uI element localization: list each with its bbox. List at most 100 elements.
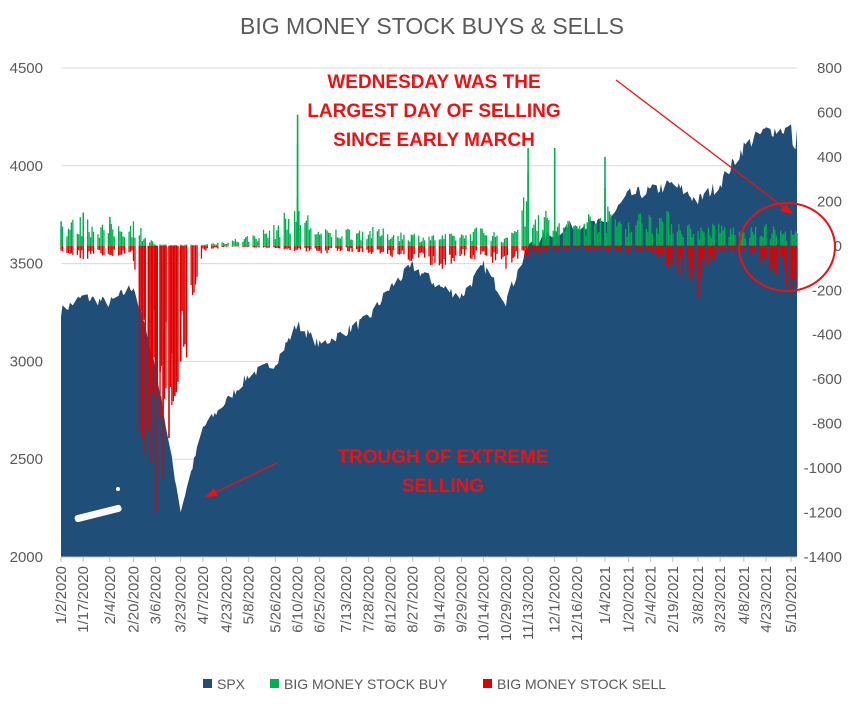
sell-bar	[350, 246, 351, 249]
buy-bar	[569, 222, 570, 246]
buy-bar	[139, 235, 140, 246]
sell-bar	[505, 246, 506, 269]
sell-bar	[464, 246, 465, 256]
sell-bar	[690, 246, 691, 280]
buy-bar	[587, 222, 588, 246]
buy-bar	[399, 241, 400, 246]
sell-bar	[162, 246, 164, 479]
sell-bar	[666, 246, 667, 265]
sell-bar	[573, 246, 574, 247]
legend-swatch	[203, 679, 212, 688]
buy-bar	[80, 217, 81, 246]
sell-bar	[790, 246, 792, 293]
buy-bar	[699, 240, 700, 246]
sell-bar	[204, 246, 205, 250]
buy-bar	[69, 230, 70, 246]
sell-bar	[522, 246, 523, 251]
sell-bar	[785, 246, 786, 271]
buy-bar	[796, 233, 797, 246]
sell-bar	[420, 246, 421, 253]
buy-bar	[590, 217, 591, 246]
buy-bar	[380, 236, 381, 246]
buy-bar	[476, 228, 477, 246]
sell-bar	[414, 246, 415, 254]
buy-bar	[724, 227, 725, 245]
buy-bar	[176, 245, 177, 246]
buy-bar	[523, 197, 524, 245]
sell-bar	[471, 246, 472, 259]
buy-bar	[638, 214, 639, 246]
buy-bar	[791, 230, 792, 246]
buy-bar	[393, 235, 394, 246]
buy-bar	[785, 232, 786, 246]
sell-bar	[87, 246, 88, 259]
buy-bar	[783, 234, 784, 245]
buy-bar	[202, 245, 203, 246]
buy-bar	[625, 229, 626, 246]
sell-bar	[434, 246, 435, 263]
sell-bar	[151, 246, 153, 463]
buy-bar	[532, 228, 533, 246]
sell-bar	[445, 246, 446, 265]
buy-bar	[213, 243, 214, 245]
buy-bar	[598, 232, 599, 246]
buy-bar	[315, 234, 316, 245]
buy-bar	[165, 245, 166, 246]
sell-bar	[600, 246, 601, 250]
buy-bar	[171, 245, 172, 246]
logo-bar	[12, 480, 27, 530]
buy-bar	[263, 230, 264, 246]
buy-bar	[658, 234, 659, 246]
sell-bar	[502, 246, 503, 257]
x-tick-label: 1/4/2021	[597, 566, 614, 624]
buy-bar	[412, 235, 413, 246]
buy-bar	[356, 234, 357, 246]
sell-bar	[310, 246, 311, 250]
buy-bar	[300, 225, 301, 246]
sell-bar	[90, 246, 91, 254]
buy-bar	[185, 245, 186, 246]
sell-bar	[476, 246, 477, 251]
sell-bar	[587, 246, 588, 250]
buy-bar	[495, 237, 496, 246]
sell-bar	[430, 246, 431, 265]
sell-bar	[109, 246, 110, 255]
buy-bar	[352, 240, 353, 246]
sell-bar	[93, 246, 94, 254]
sell-bar	[224, 246, 225, 247]
sell-bar	[103, 246, 104, 255]
sell-bar	[792, 246, 793, 277]
buy-bar	[619, 221, 620, 246]
sell-bar	[80, 246, 81, 258]
buy-bar	[369, 231, 370, 246]
buy-bar	[89, 232, 90, 246]
left-y-tick-label: 2000	[10, 549, 43, 566]
sell-bar	[264, 246, 265, 247]
buy-bar	[473, 232, 474, 246]
sell-bar	[579, 246, 580, 248]
buy-bar	[325, 229, 326, 246]
buy-bar	[256, 239, 257, 246]
sell-bar	[764, 246, 765, 260]
buy-bar	[557, 227, 558, 246]
buy-bar	[193, 245, 194, 246]
buy-bar	[245, 237, 246, 246]
buy-bar	[397, 236, 398, 246]
buy-bar	[700, 228, 701, 246]
right-y-tick-label: -800	[812, 416, 842, 433]
right-y-axis: 8006004002000-200-400-600-800-1000-1200-…	[804, 60, 842, 566]
buy-bar	[527, 173, 529, 246]
sell-bar	[118, 246, 119, 256]
buy-bar	[423, 238, 424, 246]
sell-bar	[304, 246, 305, 248]
sell-bar	[780, 246, 781, 256]
sell-bar	[482, 246, 483, 252]
sell-bar	[626, 246, 627, 249]
sell-bar	[114, 246, 115, 250]
sell-bar	[273, 246, 274, 247]
sell-bar	[486, 246, 487, 256]
sell-bar	[248, 246, 249, 247]
sell-bar	[619, 246, 620, 251]
sell-bar	[72, 246, 73, 255]
sell-bar	[360, 246, 361, 249]
